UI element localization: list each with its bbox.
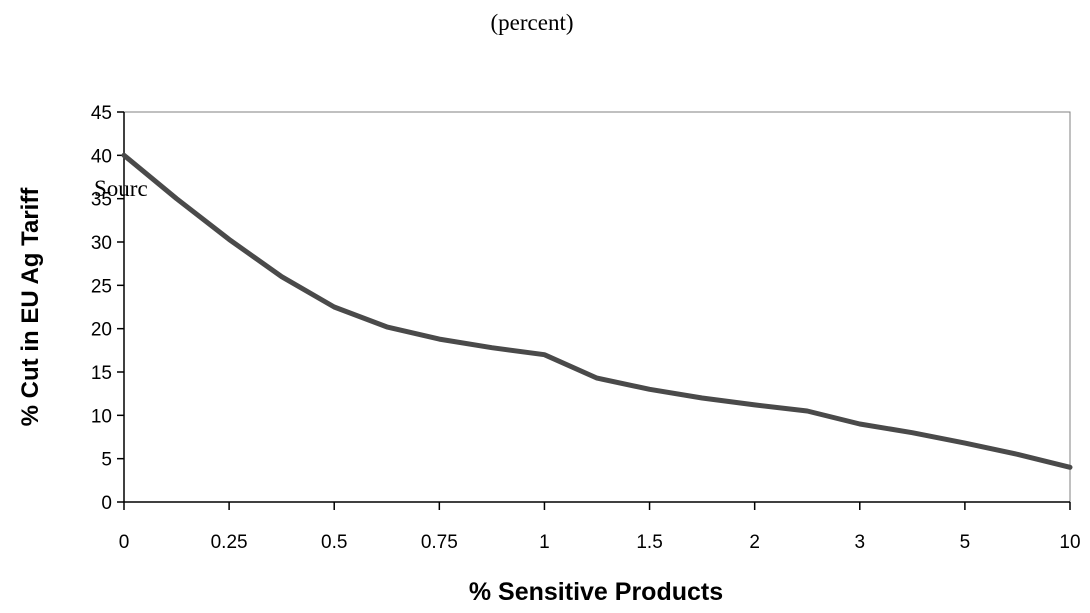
x-tick-label: 1.5 (636, 532, 662, 553)
x-tick-label: 0.5 (321, 532, 347, 553)
y-tick-label: 45 (91, 103, 112, 124)
x-tick-label: 0.25 (211, 532, 248, 553)
x-tick-label: 2 (749, 532, 760, 553)
x-tick-label: 0 (119, 532, 130, 553)
y-axis-ticks: 0 5 10 15 20 25 30 35 40 45 (91, 103, 124, 514)
y-tick-label: 15 (91, 363, 112, 384)
y-tick-label: 20 (91, 320, 112, 341)
y-tick-label: 40 (91, 146, 112, 167)
x-tick-label: 10 (1059, 532, 1080, 553)
x-tick-label: 0.75 (421, 532, 458, 553)
x-tick-label: 5 (960, 532, 971, 553)
overlay-source-text: Sourc (94, 176, 148, 201)
y-tick-label: 10 (91, 406, 112, 427)
y-tick-label: 30 (91, 233, 112, 254)
plot-area (123, 111, 1071, 503)
x-tick-label: 1 (539, 532, 550, 553)
x-axis-label: % Sensitive Products (469, 578, 723, 606)
y-tick-label: 5 (101, 450, 112, 471)
series-line-0 (121, 152, 1073, 470)
series-layer (121, 152, 1073, 470)
x-tick-label: 3 (854, 532, 865, 553)
y-tick-label: 35 (91, 190, 112, 211)
x-axis-ticks: 0 0.25 0.5 0.75 1 1.5 2 3 5 10 (119, 502, 1081, 553)
y-tick-label: 0 (101, 493, 112, 514)
y-axis-label: % Cut in EU Ag Tariff (17, 187, 44, 427)
y-tick-label: 25 (91, 276, 112, 297)
chart-subtitle: (percent) (491, 10, 574, 35)
